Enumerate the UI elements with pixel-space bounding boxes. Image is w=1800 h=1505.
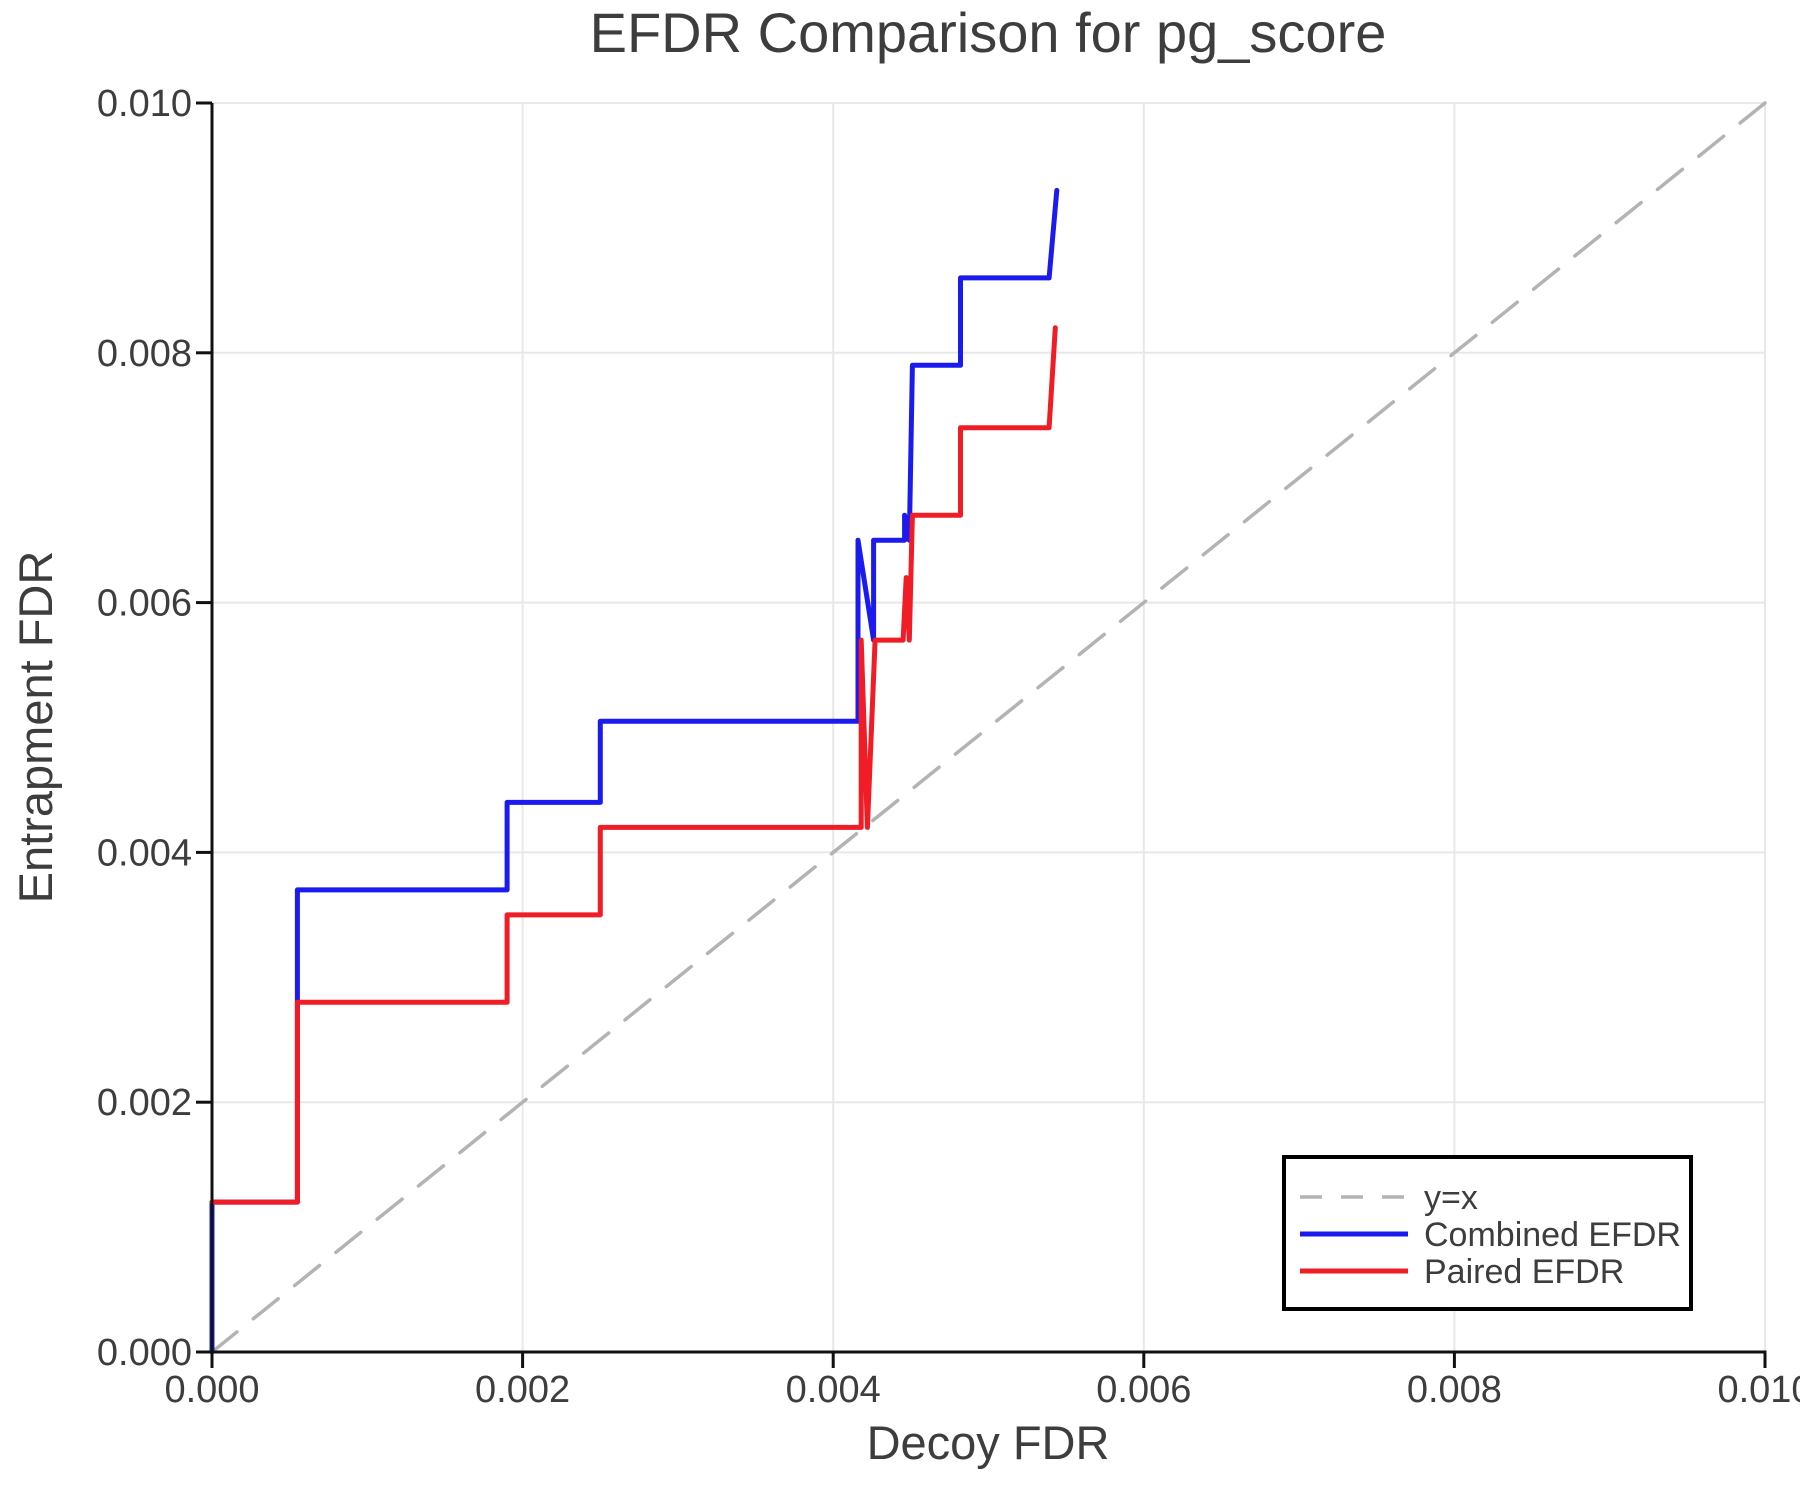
x-tick-label: 0.004	[786, 1369, 881, 1411]
series-line-paired-efdr	[209, 325, 1058, 1205]
x-tick-label: 0.008	[1407, 1369, 1502, 1411]
y-tick-label: 0.010	[97, 83, 192, 125]
y-tick-label: 0.006	[97, 583, 192, 625]
y-tick-label: 0.008	[97, 333, 192, 375]
legend-label-yx: y=x	[1424, 1179, 1478, 1217]
legend-label-paired-efdr: Paired EFDR	[1424, 1253, 1624, 1291]
tick-label-layer: 0.000 0.002 0.004 0.006 0.008 0.010 0.000 0.002…	[97, 83, 1800, 1411]
series-line-combined-efdr	[209, 187, 1060, 1355]
series-line-y-x	[210, 101, 1767, 1354]
legend-label-combined-efdr: Combined EFDR	[1424, 1216, 1681, 1254]
y-tick-label: 0.004	[97, 832, 192, 874]
y-tick-label: 0.000	[97, 1332, 192, 1374]
y-tick-label: 0.002	[97, 1082, 192, 1124]
series-layer	[209, 101, 1767, 1355]
axes-layer	[196, 101, 1767, 1368]
legend: y=x Combined EFDR Paired EFDR	[1282, 1155, 1693, 1311]
x-tick-label: 0.000	[164, 1369, 259, 1411]
x-axis-label: Decoy FDR	[867, 1416, 1110, 1469]
x-tick-label: 0.006	[1096, 1369, 1191, 1411]
x-tick-label: 0.002	[475, 1369, 570, 1411]
chart-title: EFDR Comparison for pg_score	[590, 1, 1387, 64]
y-axis-label: Entrapment FDR	[9, 551, 62, 904]
grid-layer	[212, 102, 1766, 1352]
x-tick-label: 0.010	[1717, 1369, 1800, 1411]
